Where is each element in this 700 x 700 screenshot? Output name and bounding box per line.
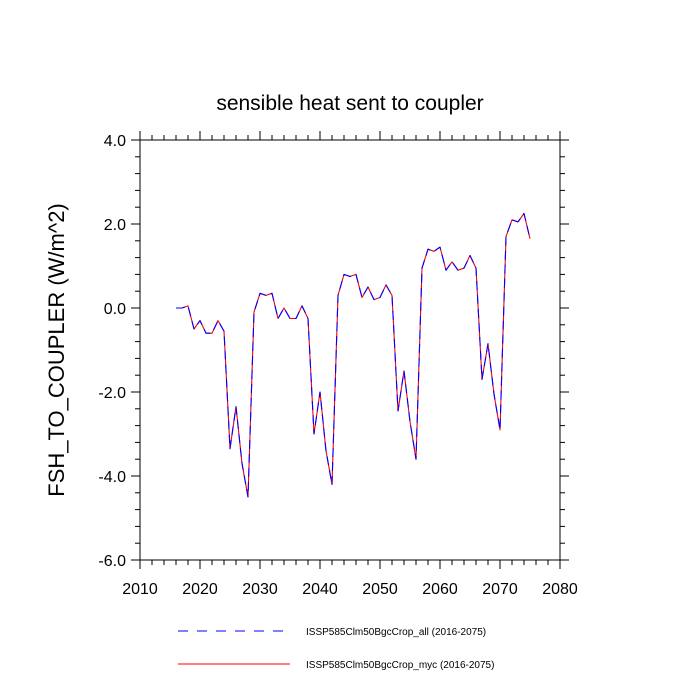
y-tick-label: -4.0 — [98, 469, 126, 486]
x-tick-label: 2010 — [122, 581, 158, 598]
y-tick-label: 0.0 — [104, 301, 126, 318]
x-tick-label: 2030 — [242, 581, 278, 598]
x-tick-label: 2040 — [302, 581, 338, 598]
legend-label-1: ISSP585Clm50BgcCrop_myc (2016-2075) — [306, 660, 494, 671]
series-layer — [176, 212, 531, 498]
x-tick-label: 2070 — [482, 581, 518, 598]
axis-ticks: 2010 2020 2030 2040 2050 2060 2070 2080 -6.0 -4.0… — [98, 131, 578, 598]
plot-frame — [139, 139, 561, 561]
legend: ISSP585Clm50BgcCrop_all (2016-2075) ISSP5… — [178, 627, 494, 671]
y-tick-label: -2.0 — [98, 385, 126, 402]
x-tick-label: 2020 — [182, 581, 218, 598]
series-line-0 — [176, 212, 531, 498]
legend-label-0: ISSP585Clm50BgcCrop_all (2016-2075) — [306, 627, 486, 638]
y-tick-label: 4.0 — [104, 133, 126, 150]
chart-title: sensible heat sent to coupler — [216, 92, 483, 115]
y-axis-label: FSH_TO_COUPLER (W/m^2) — [44, 203, 69, 497]
series-line-1 — [176, 212, 531, 498]
x-tick-label: 2060 — [422, 581, 458, 598]
x-tick-label: 2050 — [362, 581, 398, 598]
y-tick-label: -6.0 — [98, 553, 126, 570]
y-tick-label: 2.0 — [104, 217, 126, 234]
x-tick-label: 2080 — [542, 581, 578, 598]
